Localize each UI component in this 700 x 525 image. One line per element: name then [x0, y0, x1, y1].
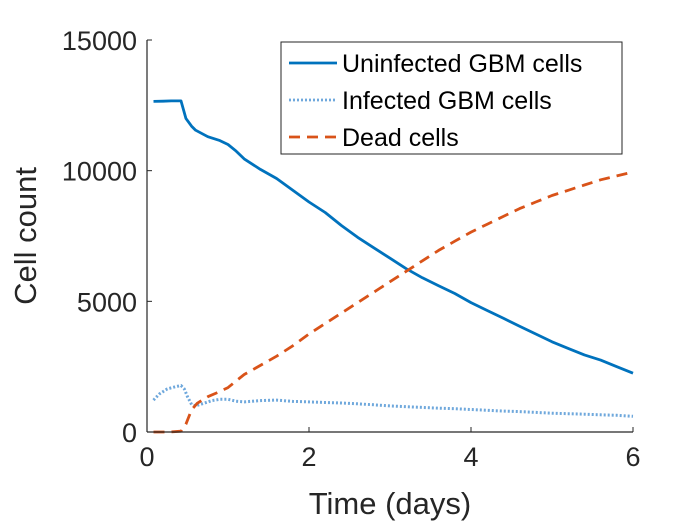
y-tick-label: 10000 — [62, 157, 137, 187]
legend-box — [280, 41, 623, 155]
series-layer — [152, 99, 634, 434]
y-tick-label: 15000 — [62, 26, 137, 56]
y-tick-label: 5000 — [77, 287, 137, 317]
ticks-layer: 0 2 4 6 0 5000 10000 15000 — [62, 26, 641, 472]
legend-label-2: Dead cells — [342, 124, 459, 152]
legend-label-1: Infected GBM cells — [342, 87, 552, 115]
x-axis-title: Time (days) — [309, 486, 471, 521]
series-line-1 — [152, 384, 634, 418]
x-tick-label: 2 — [301, 442, 316, 472]
x-tick-label: 6 — [625, 442, 640, 472]
y-axis-title: Cell count — [8, 167, 43, 305]
series-line-2 — [153, 170, 634, 434]
x-tick-label: 0 — [139, 442, 154, 472]
axes-layer — [146, 40, 633, 433]
legend: Uninfected GBM cells Infected GBM cells De… — [280, 41, 623, 155]
x-tick-label: 4 — [463, 442, 478, 472]
legend-label-0: Uninfected GBM cells — [342, 50, 582, 78]
y-tick-label: 0 — [122, 418, 137, 448]
series-line-0 — [153, 99, 634, 375]
